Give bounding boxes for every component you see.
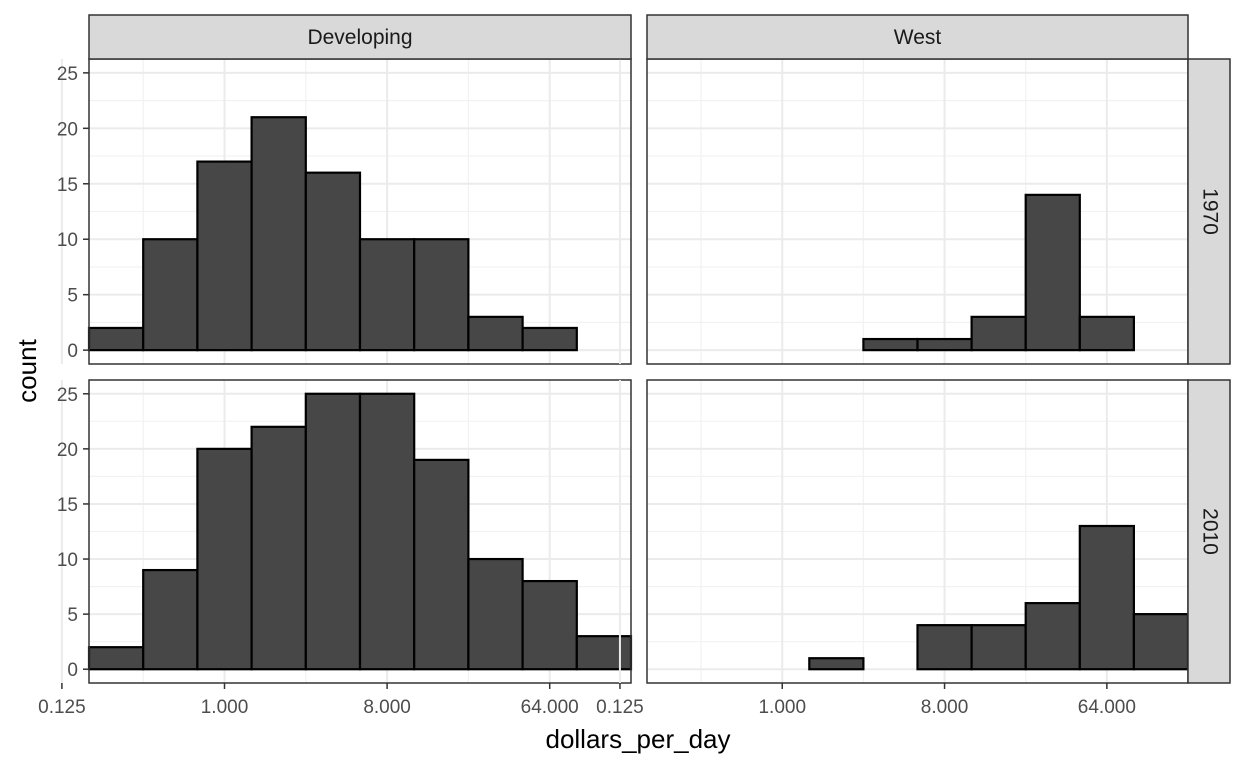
histogram-bar (521, 326, 578, 352)
x-tick-label: 0.125 (38, 697, 86, 718)
histogram-bar (575, 635, 633, 671)
histogram-bar (1078, 524, 1136, 671)
histogram-bar (970, 315, 1027, 352)
histogram-bar (87, 646, 145, 671)
histogram-bar (87, 326, 145, 352)
histogram-bar (1078, 315, 1136, 352)
y-axis-title: count (12, 338, 42, 402)
histogram-bar (916, 337, 973, 352)
histogram-bar (413, 458, 470, 671)
histogram-bar (1024, 193, 1081, 352)
x-tick-label: 64.000 (1078, 697, 1136, 718)
histogram-bar (970, 624, 1027, 671)
histogram-bar (916, 624, 973, 671)
facet-strip-developing (88, 14, 632, 60)
histogram-bar (250, 116, 307, 352)
x-tick-label: 8.000 (363, 697, 411, 718)
y-tick-label: 5 (67, 286, 78, 307)
facet-strip-2010 (1187, 379, 1231, 684)
y-tick-label: 25 (57, 64, 78, 85)
facet-strip-label-1970: 1970 (1198, 188, 1221, 235)
x-axis-title: dollars_per_day (545, 724, 730, 754)
histogram-bar (467, 557, 524, 671)
histogram-bar (1132, 613, 1190, 671)
histogram-bar (142, 238, 199, 352)
y-tick-label: 5 (67, 605, 78, 626)
y-tick-label: 20 (57, 119, 78, 140)
x-tick-label: 1.000 (201, 697, 249, 718)
facet-strip-label-west: West (894, 26, 942, 49)
y-tick-label: 25 (57, 385, 78, 406)
facet-strip-west (646, 14, 1189, 60)
histogram-bar (413, 238, 470, 352)
facet-strip-label-2010: 2010 (1198, 508, 1221, 555)
histogram-bar (142, 568, 199, 671)
histogram-bar (250, 425, 307, 671)
panel-developing-2010-border (88, 379, 632, 684)
facet-strip-1970 (1187, 58, 1231, 365)
histogram-bar (304, 392, 362, 671)
histogram-bar (1024, 602, 1081, 671)
y-tick-label: 15 (57, 495, 78, 516)
histogram-bar (196, 447, 253, 671)
histogram-bar (196, 160, 253, 352)
histogram-bar (304, 171, 362, 352)
histogram-bar (862, 337, 919, 352)
y-tick-label: 0 (67, 660, 78, 681)
histogram-bar (808, 657, 865, 671)
y-tick-label: 10 (57, 230, 78, 251)
histogram-bar (521, 579, 578, 671)
x-tick-label: 64.000 (521, 697, 579, 718)
x-tick-label: 0.125 (596, 697, 644, 718)
histogram-bar (467, 315, 524, 352)
histogram-bar (358, 392, 416, 671)
y-tick-label: 10 (57, 550, 78, 571)
y-tick-label: 15 (57, 175, 78, 196)
y-tick-label: 20 (57, 440, 78, 461)
x-tick-label: 8.000 (921, 697, 969, 718)
y-tick-label: 0 (67, 341, 78, 362)
histogram-bar (358, 238, 416, 352)
x-tick-label: 1.000 (758, 697, 806, 718)
facet-strip-label-developing: Developing (307, 26, 412, 49)
